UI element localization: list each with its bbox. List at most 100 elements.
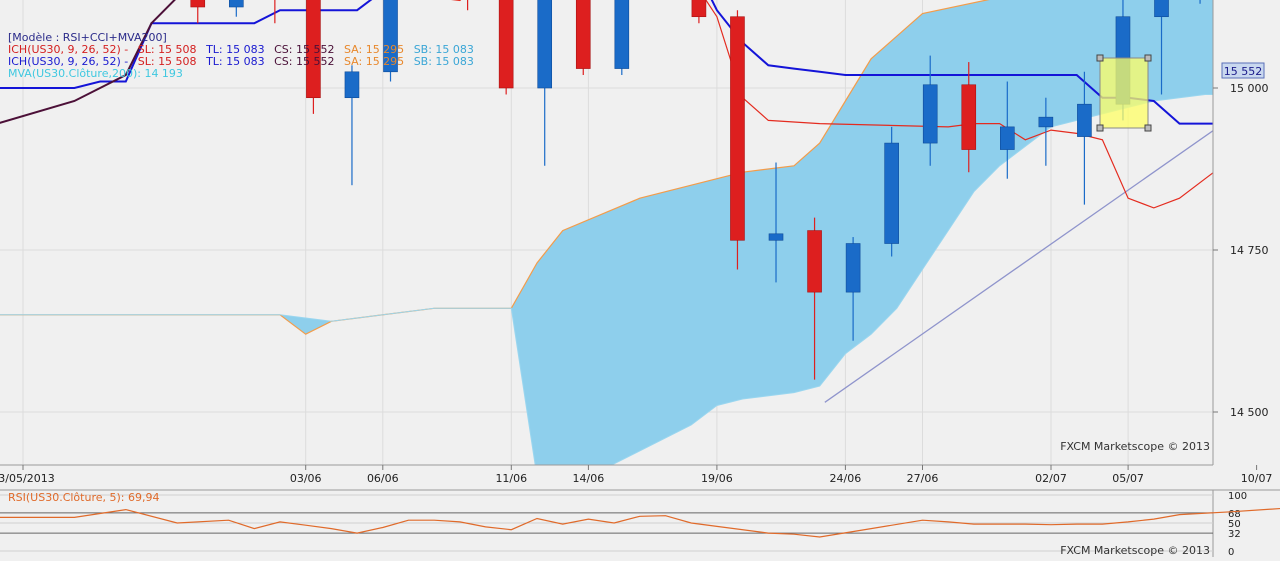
selection-highlight[interactable] [1099,57,1149,129]
ich-blue-tl: TL: 15 083 [205,55,265,68]
candlestick [537,0,553,166]
ich-legend-red: ICH(US30, 9, 26, 52) - SL: 15 508 TL: 15… [8,43,474,56]
candlestick [614,0,630,76]
candle-body [730,16,745,241]
x-tick-label: 14/06 [573,472,605,485]
rsi-tick-label: 0 [1228,547,1234,557]
price-marker-box [1221,62,1265,79]
candle-body [1077,103,1092,137]
x-axis: 23/05/2013 03/06 06/06 11/06 14/06 19/06 24/06… [0,465,1273,485]
candle-body [807,230,822,293]
candlestick [884,126,899,257]
y-tick-label: 14 500 [1230,406,1269,419]
legend: [Modèle : RSI+CCI+MVA200] ICH(US30, 9, 2… [8,31,474,80]
selection-handle[interactable] [1096,54,1104,62]
rsi-watermark: FXCM Marketscope © 2013 [1060,544,1210,557]
x-tick-label: 06/06 [367,472,399,485]
candle-body [306,0,321,99]
candle-body [922,84,938,144]
x-tick-label: 19/06 [701,472,733,485]
x-tick-label: 10/07 [1241,472,1273,485]
candlestick [383,0,398,82]
x-tick-label: 03/06 [290,472,322,485]
x-tick-label: 02/07 [1035,472,1067,485]
candlestick [1077,71,1092,205]
rsi-line [0,507,1280,538]
candle-body [229,0,244,8]
candlestick [845,237,861,341]
selection-handle[interactable] [1144,54,1152,62]
candlestick [807,217,822,380]
selection-handle[interactable] [1144,124,1152,132]
trend-line [824,83,1280,403]
candle-body [344,71,360,99]
candle-body [575,0,591,69]
mva-label: MVA(US30.Clôture,200): 14 193 [8,67,183,80]
ich-blue-prefix: ICH(US30, 9, 26, 52) - [8,55,128,68]
x-tick-label: 11/06 [495,472,527,485]
candlestick [768,162,784,283]
candlestick [498,0,514,95]
ich-red-sb: SB: 15 083 [414,43,474,56]
ich-red-cs: CS: 15 552 [274,43,334,56]
candlestick [922,55,938,166]
candlestick [730,10,745,270]
ich-legend-blue: ICH(US30, 9, 26, 52) - SL: 15 508 TL: 15… [8,55,474,68]
ich-blue-cs: CS: 15 552 [274,55,334,68]
candlestick [575,0,591,76]
rsi-tick-label: 32 [1228,529,1241,540]
kijun-sen-line [0,0,1280,125]
current-price-marker: 15 552 [1221,62,1265,79]
candlestick [306,0,321,114]
candlestick [1154,0,1169,95]
ich-blue-sa: SA: 15 295 [344,55,404,68]
candle-body [498,0,514,89]
candle-body [614,0,630,69]
price-marker-label: 15 552 [1224,65,1263,78]
candlestick [1038,97,1054,166]
chikou-span-line [0,0,176,124]
ich-red-sl: SL: 15 508 [138,43,197,56]
cloud-fill [0,0,1280,484]
y-tick-label: 15 000 [1230,82,1269,95]
x-tick-label: 23/05/2013 [0,472,55,485]
x-tick-label: 27/06 [907,472,939,485]
candle-body [845,243,861,293]
senkou-span-a-line [0,0,990,335]
indicator-lines [0,0,1280,403]
candle-body [884,142,899,244]
candle-body [1154,0,1169,18]
y-tick-label: 14 750 [1230,244,1269,257]
tenkan-sen-line [451,0,1280,209]
x-axis-panel [0,465,1280,490]
candlestick [961,62,977,173]
ich-blue-sb: SB: 15 083 [414,55,474,68]
rsi-tick-label: 100 [1228,491,1247,502]
x-tick-label: 05/07 [1112,472,1144,485]
x-tick-label: 24/06 [830,472,862,485]
ich-red-tl: TL: 15 083 [205,43,265,56]
candle-body [961,84,977,150]
ich-blue-sl: SL: 15 508 [138,55,197,68]
ich-red-sa: SA: 15 295 [344,43,404,56]
candlestick [229,0,244,17]
ich-red-prefix: ICH(US30, 9, 26, 52) - [8,43,128,56]
candle-body [768,233,784,241]
selection-box[interactable] [1096,54,1152,132]
candle-body [190,0,206,8]
candlestick [190,0,206,24]
selection-handle[interactable] [1096,124,1104,132]
candlestick [691,0,707,24]
candlestick [274,0,276,24]
candle-body [691,0,707,18]
rsi-tick-label: 68 [1228,509,1241,520]
candlestick [1000,81,1015,179]
candle-body [537,0,553,89]
candlestick [344,65,360,186]
rsi-tick-label: 50 [1228,519,1241,530]
model-label: [Modèle : RSI+CCI+MVA200] [8,31,167,44]
